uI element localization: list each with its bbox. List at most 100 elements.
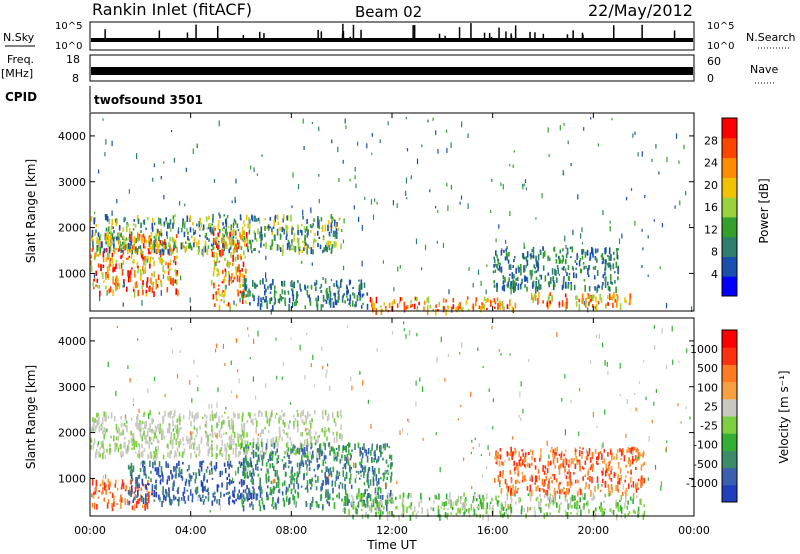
heatmap-speck bbox=[385, 484, 388, 487]
heatmap-cell bbox=[154, 425, 157, 429]
heatmap-cell bbox=[141, 234, 143, 242]
heatmap-cell bbox=[519, 456, 522, 462]
y-tick-label: 1000 bbox=[58, 472, 86, 485]
heatmap-speck bbox=[310, 208, 312, 214]
heatmap-cell bbox=[544, 275, 547, 282]
heatmap-cell bbox=[114, 416, 116, 422]
heatmap-cell bbox=[387, 472, 390, 475]
heatmap-cell bbox=[584, 474, 587, 477]
heatmap-cell bbox=[497, 303, 499, 310]
heatmap-cell bbox=[539, 487, 541, 492]
heatmap-cell bbox=[103, 427, 105, 433]
heatmap-speck bbox=[225, 284, 227, 289]
heatmap-cell bbox=[516, 465, 519, 472]
heatmap-cell bbox=[212, 417, 214, 421]
heatmap-cell bbox=[258, 457, 260, 463]
colorbar-tick-label: 16 bbox=[704, 201, 718, 214]
heatmap-cell bbox=[169, 219, 172, 225]
heatmap-cell bbox=[130, 236, 133, 244]
heatmap-cell bbox=[476, 506, 479, 509]
heatmap-speck bbox=[218, 120, 220, 127]
heatmap-cell bbox=[615, 502, 618, 509]
heatmap-cell bbox=[241, 226, 244, 233]
heatmap-cell bbox=[145, 498, 147, 505]
heatmap-cell bbox=[581, 298, 583, 304]
heatmap-cell bbox=[287, 239, 290, 242]
heatmap-cell bbox=[617, 267, 619, 275]
heatmap-cell bbox=[141, 420, 144, 425]
heatmap-cell bbox=[131, 447, 133, 450]
heatmap-speck bbox=[604, 360, 606, 366]
heatmap-cell bbox=[135, 422, 137, 427]
heatmap-cell bbox=[134, 487, 137, 493]
heatmap-cell bbox=[196, 486, 199, 494]
heatmap-cell bbox=[139, 467, 142, 473]
heatmap-cell bbox=[205, 232, 207, 237]
heatmap-cell bbox=[182, 218, 184, 225]
heatmap-cell bbox=[336, 222, 338, 227]
heatmap-cell bbox=[124, 441, 126, 449]
nsky-spike bbox=[349, 36, 351, 40]
heatmap-cell bbox=[566, 272, 568, 277]
heatmap-cell bbox=[97, 246, 100, 251]
heatmap-speck bbox=[597, 143, 599, 147]
heatmap-cell bbox=[348, 499, 350, 504]
heatmap-cell bbox=[537, 254, 540, 261]
heatmap-cell bbox=[228, 497, 230, 504]
heatmap-cell bbox=[539, 493, 541, 498]
heatmap-speck bbox=[313, 384, 316, 387]
heatmap-cell bbox=[209, 433, 212, 437]
heatmap-speck bbox=[523, 253, 525, 260]
heatmap-speck bbox=[253, 248, 255, 251]
heatmap-cell bbox=[185, 241, 187, 244]
heatmap-cell bbox=[426, 305, 429, 312]
heatmap-cell bbox=[475, 297, 478, 302]
colorbar-tick-label: -100 bbox=[693, 439, 718, 452]
heatmap-cell bbox=[288, 483, 291, 488]
heatmap-cell bbox=[101, 479, 104, 486]
heatmap-cell bbox=[300, 432, 302, 437]
heatmap-speck bbox=[556, 332, 558, 338]
heatmap-speck bbox=[224, 363, 226, 366]
heatmap-cell bbox=[244, 451, 247, 455]
heatmap-cell bbox=[191, 498, 194, 503]
heatmap-cell bbox=[555, 253, 557, 258]
beam-label: Beam 02 bbox=[355, 3, 422, 21]
heatmap-cell bbox=[311, 454, 313, 460]
heatmap-cell bbox=[636, 447, 639, 452]
heatmap-cell bbox=[481, 502, 483, 510]
heatmap-cell bbox=[131, 249, 134, 255]
heatmap-cell bbox=[358, 279, 360, 282]
heatmap-cell bbox=[296, 477, 298, 484]
heatmap-cell bbox=[331, 480, 334, 485]
heatmap-cell bbox=[109, 448, 112, 453]
heatmap-cell bbox=[536, 263, 538, 268]
heatmap-cell bbox=[619, 448, 621, 453]
heatmap-cell bbox=[286, 452, 289, 457]
heatmap-cell bbox=[613, 257, 615, 261]
freq-tick-top: 18 bbox=[66, 53, 80, 66]
heatmap-cell bbox=[553, 488, 556, 495]
heatmap-cell bbox=[551, 447, 553, 450]
heatmap-cell bbox=[293, 496, 296, 504]
nsky-spike bbox=[534, 32, 536, 40]
heatmap-cell bbox=[546, 494, 548, 497]
heatmap-cell bbox=[564, 509, 566, 513]
heatmap-cell bbox=[158, 242, 161, 248]
heatmap-cell bbox=[90, 444, 92, 450]
heatmap-cell bbox=[522, 452, 524, 457]
heatmap-cell bbox=[265, 242, 267, 249]
heatmap-cell bbox=[296, 237, 299, 244]
heatmap-speck bbox=[565, 268, 567, 273]
heatmap-cell bbox=[327, 224, 329, 232]
heatmap-cell bbox=[132, 228, 135, 231]
heatmap-cell bbox=[211, 450, 214, 454]
heatmap-cell bbox=[142, 497, 145, 501]
heatmap-cell bbox=[130, 480, 132, 485]
heatmap-cell bbox=[608, 493, 610, 497]
heatmap-cell bbox=[361, 514, 364, 519]
heatmap-cell bbox=[181, 451, 184, 458]
heatmap-cell bbox=[115, 219, 118, 227]
heatmap-cell bbox=[518, 481, 521, 484]
heatmap-cell bbox=[104, 428, 107, 436]
